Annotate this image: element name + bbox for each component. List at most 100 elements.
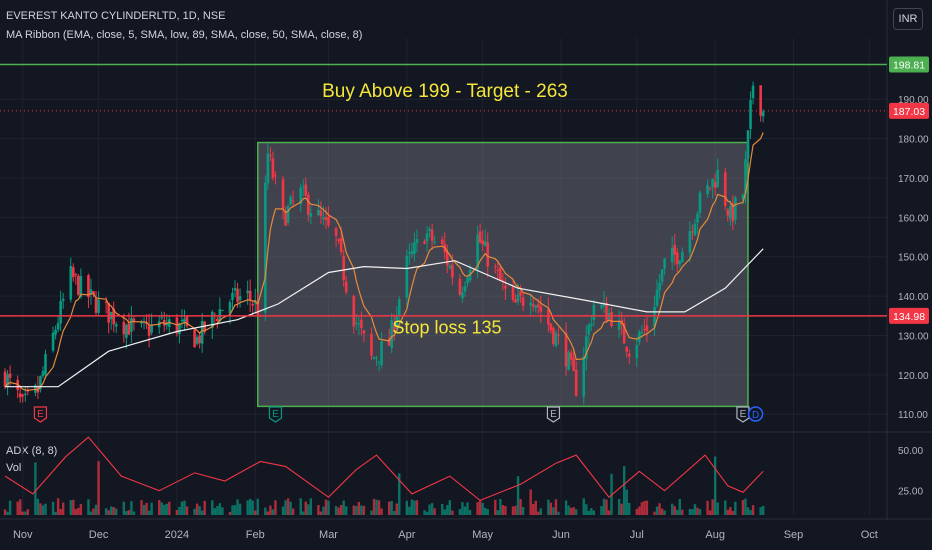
volume-bar (238, 503, 242, 515)
price-tick-label: 140.00 (898, 292, 929, 303)
candle-body (299, 187, 303, 204)
volume-bar (658, 503, 661, 515)
candle-body (74, 274, 78, 276)
candle-body (587, 324, 591, 335)
candle-body (221, 309, 224, 311)
candle-body (574, 369, 578, 396)
candle-body (749, 100, 752, 129)
candle-body (180, 319, 184, 321)
candle-body (360, 319, 363, 328)
volume-bar (256, 498, 259, 515)
sub-tick-label: 25.00 (898, 487, 923, 498)
candle-body (342, 255, 345, 281)
indicator-legend[interactable]: MA Ribbon (EMA, close, 5, SMA, low, 89, … (6, 29, 363, 41)
candle-body (638, 331, 641, 343)
candle-body (281, 179, 285, 209)
volume-bar (693, 504, 697, 515)
candle-body (640, 332, 644, 334)
volume-bar (21, 511, 24, 515)
horizontal-lines[interactable] (0, 63, 887, 317)
volume-bar (72, 499, 75, 515)
candle-body (678, 260, 682, 265)
candle-body (458, 278, 462, 295)
candle-body (691, 231, 694, 233)
volume-bar (251, 500, 254, 515)
candle-body (319, 210, 323, 217)
candle-body (236, 288, 239, 302)
candle-body (706, 185, 709, 195)
volume-bar (193, 508, 196, 515)
volume-bar (324, 499, 328, 515)
candle-body (130, 317, 133, 332)
candle-body (79, 275, 83, 298)
candle-body (445, 251, 449, 266)
volume-bar (221, 507, 224, 515)
volume-bar (729, 507, 732, 515)
volume-bar (107, 510, 110, 515)
volume-bar (617, 499, 621, 515)
volume-bar (428, 504, 431, 515)
volume-bar (36, 498, 40, 515)
volume-bar (236, 499, 239, 515)
candle-body (759, 85, 762, 116)
candle-body (107, 302, 110, 323)
volume-bar (582, 498, 585, 515)
adx-legend[interactable]: ADX (8, 8) (6, 445, 58, 457)
volume-bar (89, 511, 93, 515)
volume-bar (458, 509, 462, 515)
candle-body (693, 223, 697, 236)
volume-bar (291, 508, 295, 515)
volume-bar (132, 511, 136, 515)
resistance-price-label: 198.81 (893, 60, 925, 72)
candle-body (713, 182, 717, 188)
candle-body (94, 298, 98, 313)
currency-button[interactable]: INR (893, 8, 923, 30)
price-tick-label: 170.00 (898, 174, 929, 185)
volume-bar (433, 508, 436, 515)
volume-bar (357, 501, 361, 515)
candle-body (645, 325, 649, 331)
volume-bar (218, 503, 222, 515)
candle-body (425, 233, 429, 242)
volume-bar (377, 500, 381, 515)
candle-body (751, 85, 755, 99)
volume-bar (165, 503, 168, 515)
volume-bar (711, 499, 714, 515)
volume-bar (77, 507, 80, 515)
volume-bar (537, 511, 540, 515)
volume-bar (713, 456, 717, 515)
volume-bar (8, 500, 12, 515)
volume-legend[interactable]: Vol (6, 462, 22, 474)
volume-bar (203, 500, 206, 515)
candle-body (322, 216, 325, 220)
volume-bar (483, 507, 487, 515)
candle-body (635, 344, 639, 359)
volume-bar (360, 505, 363, 515)
candle-body (44, 353, 47, 375)
candle-body (8, 373, 12, 378)
candle-body (3, 371, 7, 387)
volume-bar (24, 511, 27, 515)
volume-bar (549, 502, 553, 515)
candle-body (355, 322, 358, 324)
candle-body (301, 186, 305, 188)
price-tick-label: 160.00 (898, 213, 929, 224)
volume-bar (299, 498, 302, 515)
candle-body (625, 346, 629, 352)
earnings-marker (736, 406, 750, 423)
volume-bar (198, 506, 201, 515)
time-tick-label: May (472, 529, 493, 541)
candle-body (274, 175, 277, 177)
volume-bar (115, 508, 118, 515)
volume-bar (304, 501, 307, 515)
volume-bar (289, 501, 292, 515)
volume-bar (183, 500, 186, 515)
volume-bar (246, 500, 249, 515)
last-price-label-bg (889, 102, 929, 119)
candle-body (122, 322, 126, 335)
volume-bar (362, 505, 366, 515)
candle-body (59, 300, 62, 324)
candle-body (552, 327, 555, 344)
